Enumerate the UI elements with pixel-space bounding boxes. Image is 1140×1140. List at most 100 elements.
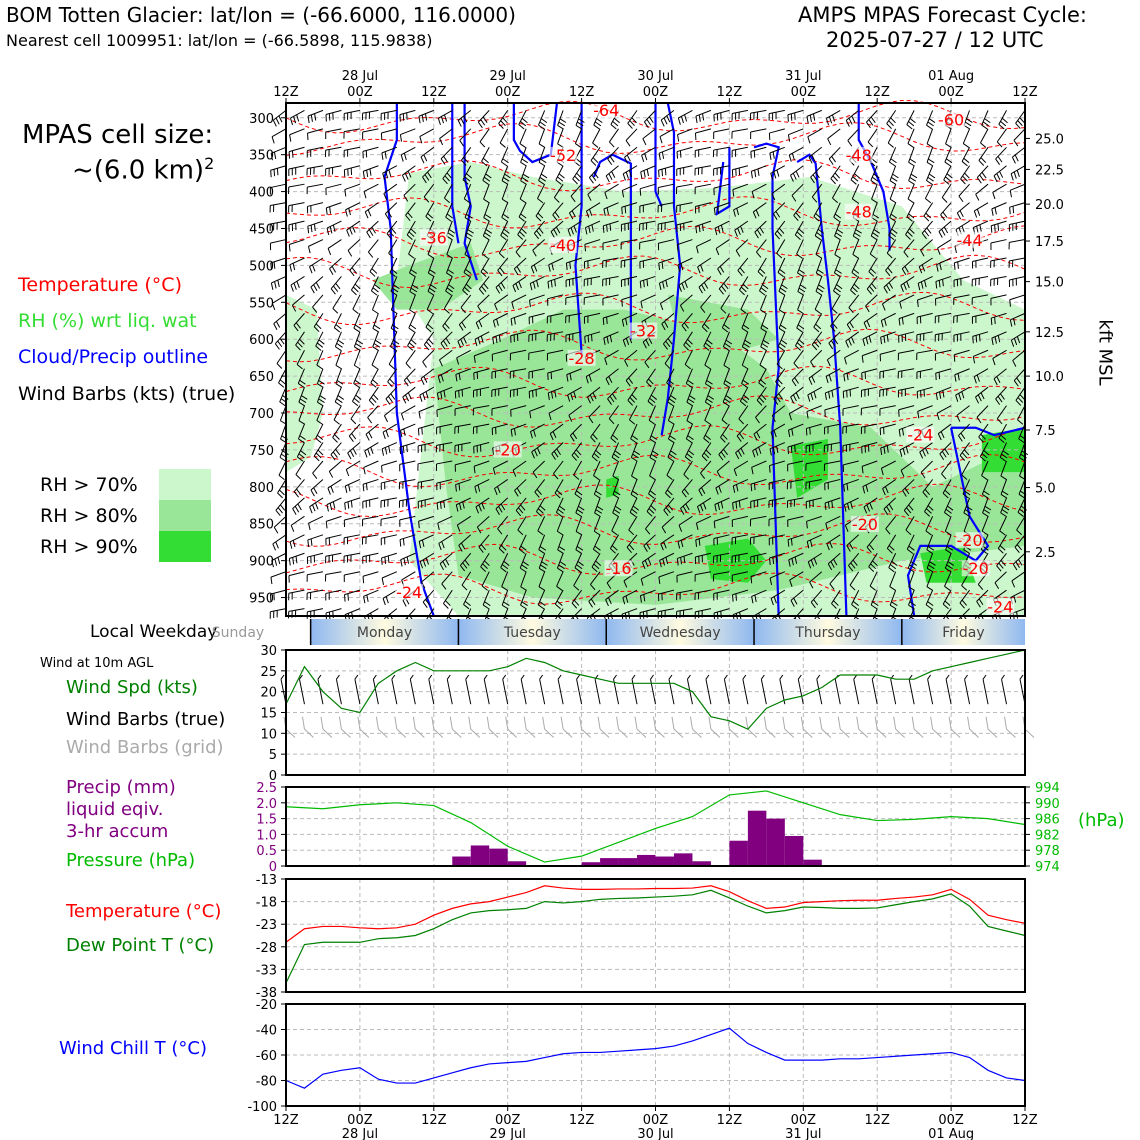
wind-barb xyxy=(409,294,416,315)
wind-barb xyxy=(908,589,916,610)
top-date-label: 30 Jul xyxy=(637,69,673,84)
wind-barb xyxy=(1017,497,1027,517)
wind-barb xyxy=(363,589,379,604)
wind-barb xyxy=(454,386,471,399)
wind-barb-true xyxy=(372,674,379,705)
header-right-title: AMPS MPAS Forecast Cycle: xyxy=(798,3,1087,27)
wind-barb xyxy=(788,146,804,162)
wind-barb xyxy=(390,313,399,333)
wind-barb-true xyxy=(982,674,989,705)
bottom-tick-label: 12Z xyxy=(717,1113,743,1128)
wind-barb xyxy=(529,276,545,291)
wind-barb xyxy=(460,146,472,166)
wind-barb xyxy=(555,497,566,517)
wind-barb xyxy=(625,128,638,147)
wind-barb xyxy=(903,239,915,258)
wind-barb xyxy=(881,294,896,311)
panel-ytick-label: -100 xyxy=(247,1100,277,1115)
wind-barb xyxy=(826,534,841,551)
wind-barb-grid xyxy=(819,716,832,738)
wind-barb xyxy=(631,460,638,481)
wind-barb xyxy=(275,497,287,517)
wind-barb xyxy=(491,405,508,416)
wind-barb xyxy=(518,534,527,554)
wind-barb xyxy=(887,128,897,148)
wind-barb xyxy=(352,294,361,314)
wind-barb xyxy=(944,553,955,573)
wind-barb xyxy=(848,294,860,314)
wind-barb xyxy=(980,128,989,148)
wind-barb xyxy=(898,331,915,343)
weekday-label: Friday xyxy=(942,625,984,641)
wind-barb xyxy=(981,516,989,536)
wind-barb xyxy=(658,165,675,178)
wind-barb xyxy=(344,478,361,493)
wind-barb xyxy=(694,571,712,582)
wind-barb-grid xyxy=(837,716,850,738)
wind-barb xyxy=(1008,220,1026,232)
temp-label: -24 xyxy=(396,583,422,602)
wind-barb xyxy=(288,552,305,566)
wind-barb xyxy=(731,128,748,139)
wind-barb xyxy=(512,276,527,293)
wind-barb xyxy=(477,294,490,313)
wind-barb xyxy=(290,276,305,292)
wind-barb xyxy=(720,423,730,443)
wind-barb xyxy=(325,608,342,620)
wind-barb xyxy=(495,276,509,294)
kft-tick-label: 20.0 xyxy=(1035,198,1064,213)
wind-barb xyxy=(346,220,361,237)
wind-barb-grid xyxy=(357,716,370,738)
wind-barb xyxy=(752,202,767,219)
wind-barb xyxy=(834,220,844,241)
wind-barb xyxy=(417,497,434,509)
wind-barb xyxy=(588,589,601,608)
wind-barb-grid xyxy=(985,716,998,738)
wind-barb xyxy=(383,405,398,423)
wind-barb xyxy=(920,460,933,479)
wind-barb xyxy=(741,331,752,351)
wind-barb xyxy=(602,239,619,251)
weekday-label: Wednesday xyxy=(640,625,721,641)
wind-barb xyxy=(500,220,510,241)
kft-tick-label: 25.0 xyxy=(1035,132,1064,147)
wind-barb xyxy=(546,331,564,342)
cloud-outline-8 xyxy=(715,147,731,216)
wind-barb xyxy=(926,534,935,554)
wind-barb xyxy=(676,202,693,213)
wind-barb xyxy=(677,534,693,549)
wind-barb xyxy=(497,257,509,277)
wind-barb xyxy=(868,552,878,573)
wind-barb xyxy=(531,442,545,459)
wind-barb xyxy=(658,146,675,161)
wind-barb xyxy=(897,368,915,379)
precip-bar xyxy=(673,853,693,866)
wind-barb xyxy=(328,460,342,478)
wind-barb xyxy=(590,571,601,591)
wind-barb xyxy=(676,571,693,583)
wind-barb xyxy=(329,257,342,275)
wind-barb xyxy=(343,571,361,583)
wind-barb xyxy=(750,146,767,159)
wind-barb-true xyxy=(335,674,342,705)
wind-barb xyxy=(288,146,305,159)
wind-barb xyxy=(667,442,677,462)
wind-barb xyxy=(270,571,287,585)
wind-barb xyxy=(900,460,915,477)
wind-barb xyxy=(981,479,990,499)
wind-barb xyxy=(345,202,361,217)
wind-barb xyxy=(1000,479,1009,499)
wind-barb xyxy=(585,368,601,384)
wind-barb xyxy=(347,442,361,460)
wind-barb xyxy=(367,239,379,258)
wind-barb xyxy=(863,497,878,514)
temp-label: -28 xyxy=(569,349,595,368)
panel-ytick-label: 20 xyxy=(260,686,277,701)
wind-barb xyxy=(326,497,342,512)
wind-barb xyxy=(1010,331,1026,347)
wind-barb xyxy=(814,294,823,315)
temp-label-bg xyxy=(493,441,522,458)
wind-barb xyxy=(482,589,491,610)
wind-barb xyxy=(622,589,638,605)
wind-barb xyxy=(584,331,601,344)
